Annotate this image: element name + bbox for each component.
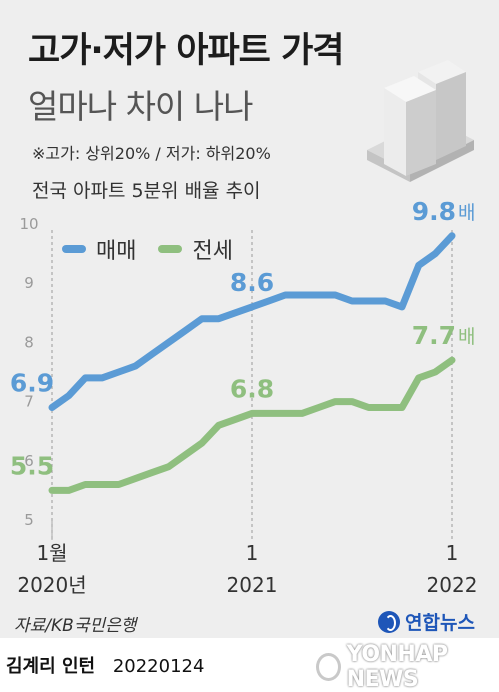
data-label-unit: 배 bbox=[458, 326, 475, 348]
data-label: 6.8 bbox=[230, 374, 274, 403]
x-tick-year-label: 2020년 bbox=[17, 573, 86, 597]
data-label: 5.5 bbox=[10, 451, 54, 480]
watermark-logo-icon bbox=[316, 653, 341, 681]
yonhap-logo-icon bbox=[378, 610, 400, 633]
data-label: 9.8 bbox=[412, 197, 456, 226]
legend-swatch-jeonse bbox=[158, 245, 183, 253]
x-tick-label: 1월 bbox=[36, 541, 67, 565]
yonhap-logo: 연합뉴스 bbox=[378, 608, 475, 635]
legend-swatch-sale bbox=[62, 245, 86, 253]
y-tick-label: 9 bbox=[24, 274, 34, 292]
chart-legend: 매매 전세 bbox=[62, 233, 255, 265]
y-tick-label: 7 bbox=[24, 393, 34, 411]
yonhap-logo-text: 연합뉴스 bbox=[405, 612, 475, 634]
series-line-jeonse bbox=[48, 356, 456, 494]
main-panel: 고가·저가 아파트 가격 얼마나 차이 나나 ※고가: 상위20% / 저가: … bbox=[0, 0, 499, 638]
y-tick-label: 6 bbox=[24, 452, 34, 470]
legend-item-jeonse: 전세 bbox=[158, 233, 233, 265]
y-tick-label: 10 bbox=[19, 215, 38, 233]
x-tick-year-label: 2021 bbox=[227, 573, 278, 597]
x-tick-label: 1 bbox=[246, 541, 259, 565]
data-source: 자료/KB국민은행 bbox=[14, 616, 137, 636]
chart-title: 전국 아파트 5분위 배율 추이 bbox=[32, 180, 261, 202]
watermark: YONHAP NEWS bbox=[316, 642, 499, 692]
byline: 김계리 인턴 20220124 bbox=[6, 652, 204, 678]
watermark-text: YONHAP NEWS bbox=[346, 642, 448, 692]
data-label: 8.6 bbox=[230, 268, 274, 297]
author: 김계리 인턴 bbox=[6, 656, 96, 677]
legend-label-sale: 매매 bbox=[96, 239, 137, 264]
series-line-sale bbox=[48, 232, 456, 411]
data-label: 6.9 bbox=[10, 369, 54, 398]
page-title: 고가·저가 아파트 가격 bbox=[28, 31, 344, 71]
data-label: 7.7 bbox=[412, 321, 456, 350]
legend-label-jeonse: 전세 bbox=[192, 239, 233, 264]
data-label-unit: 배 bbox=[458, 202, 475, 224]
x-tick-year-label: 2022 bbox=[427, 573, 478, 597]
price-tier-note: ※고가: 상위20% / 저가: 하위20% bbox=[32, 144, 271, 163]
y-tick-label: 8 bbox=[24, 333, 34, 351]
page-subtitle: 얼마나 차이 나나 bbox=[28, 87, 253, 126]
legend-item-sale: 매매 bbox=[62, 233, 136, 265]
x-tick-label: 1 bbox=[446, 541, 459, 565]
y-tick-label: 5 bbox=[24, 511, 34, 529]
publish-date: 20220124 bbox=[112, 656, 205, 677]
